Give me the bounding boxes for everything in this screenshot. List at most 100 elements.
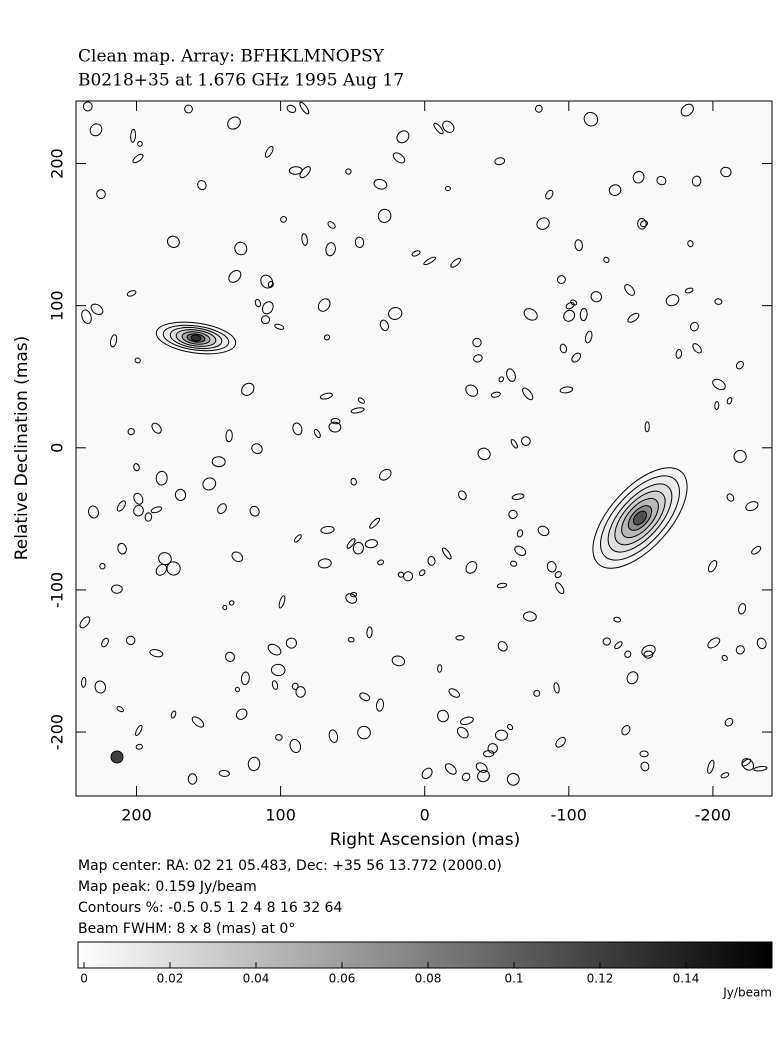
noise-contour — [707, 560, 718, 573]
noise-contour — [487, 743, 498, 754]
noise-contour — [508, 509, 518, 520]
noise-contour — [155, 470, 168, 486]
noise-contour — [448, 688, 460, 698]
source-contour — [190, 334, 202, 342]
noise-contour — [680, 103, 694, 117]
noise-contour — [299, 101, 310, 115]
noise-contour — [411, 250, 421, 257]
noise-contour — [357, 725, 371, 740]
chart-subtitle: B0218+35 at 1.676 GHz 1995 Aug 17 — [78, 71, 404, 91]
noise-contour — [88, 505, 99, 519]
noise-contour — [643, 650, 654, 659]
noise-contour — [330, 417, 341, 425]
noise-contour — [127, 427, 135, 436]
noise-contour — [726, 493, 735, 502]
noise-contour — [640, 761, 650, 772]
noise-contour — [583, 111, 599, 127]
noise-contour — [90, 303, 104, 316]
noise-contour — [109, 334, 118, 348]
chart-title: Clean map. Array: BFHKLMNOPSY — [78, 47, 385, 67]
noise-contour — [117, 542, 127, 555]
x-axis-label: Right Ascension (mas) — [330, 830, 521, 850]
noise-contour — [166, 235, 180, 248]
y-tick-label: -200 — [48, 714, 67, 750]
noise-contour — [472, 337, 482, 348]
noise-contour — [621, 725, 631, 736]
noise-contour — [130, 128, 137, 143]
noise-contour — [320, 525, 335, 534]
noise-contour — [498, 376, 505, 383]
noise-contour — [251, 443, 263, 455]
noise-contour — [490, 391, 501, 398]
noise-contour — [523, 308, 538, 321]
note: Contours %: -0.5 0.5 1 2 4 8 16 32 64 — [78, 900, 342, 916]
colorbar-label: Jy/beam — [722, 986, 772, 1000]
noise-contour — [375, 698, 385, 712]
noise-contour — [397, 571, 405, 578]
noise-contour — [603, 256, 610, 264]
noise-contour — [292, 422, 303, 436]
colorbar-tick-label: 0.04 — [243, 972, 270, 986]
noise-contour — [313, 428, 321, 439]
noise-contour — [144, 512, 153, 522]
y-axis-label: Relative Declination (mas) — [12, 336, 32, 561]
noise-contour — [516, 529, 524, 538]
noise-contour — [522, 387, 534, 401]
noise-contour — [240, 671, 250, 686]
noise-contour — [373, 178, 388, 190]
noise-contour — [228, 600, 235, 606]
noise-contour — [328, 421, 342, 433]
noise-contour — [346, 538, 356, 549]
noise-contour — [116, 500, 126, 512]
y-tick-label: 100 — [48, 290, 67, 321]
noise-contour — [79, 616, 91, 629]
y-tick-label: 0 — [48, 443, 67, 453]
noise-contour — [134, 357, 141, 364]
noise-contour — [553, 682, 560, 694]
noise-contour — [345, 593, 358, 604]
noise-contour — [545, 189, 554, 200]
map — [79, 101, 768, 786]
noise-contour — [388, 307, 403, 320]
noise-contour — [579, 308, 588, 322]
noise-contour — [234, 686, 241, 693]
noise-contour — [135, 743, 143, 750]
x-tick-label: -200 — [695, 806, 731, 825]
noise-contour — [418, 569, 426, 577]
noise-contour — [741, 758, 752, 767]
noise-contour — [475, 762, 488, 773]
noise-contour — [317, 558, 332, 569]
noise-contour — [249, 505, 260, 517]
noise-contour — [514, 545, 527, 556]
noise-contour — [537, 525, 550, 537]
noise-contour — [477, 447, 491, 461]
noise-contour — [99, 562, 106, 570]
noise-contour — [278, 595, 286, 609]
y-tick-label: -100 — [48, 572, 67, 608]
noise-contour — [271, 680, 279, 690]
noise-contour — [477, 769, 490, 783]
noise-contour — [396, 130, 410, 144]
noise-contour — [352, 541, 364, 555]
colorbar — [77, 941, 773, 969]
note: Beam FWHM: 8 x 8 (mas) at 0° — [78, 921, 295, 937]
plot-frame — [75, 100, 773, 797]
noise-contour — [184, 104, 193, 114]
noise-contour — [751, 545, 762, 555]
noise-contour — [455, 635, 465, 641]
noise-contour — [458, 490, 467, 501]
noise-contour — [437, 709, 449, 723]
noise-contour — [687, 240, 694, 248]
noise-contour — [665, 294, 680, 307]
noise-contour — [81, 676, 87, 688]
noise-contour — [735, 360, 744, 370]
noise-contour — [459, 716, 474, 726]
noise-contour — [369, 517, 381, 529]
noise-contour — [403, 571, 414, 582]
plot-background — [76, 101, 772, 796]
noise-contour — [521, 436, 531, 446]
noise-contour — [222, 604, 228, 611]
noise-contour — [692, 343, 702, 354]
colorbar-tick-label: 0.08 — [415, 972, 442, 986]
noise-contour — [285, 637, 297, 649]
